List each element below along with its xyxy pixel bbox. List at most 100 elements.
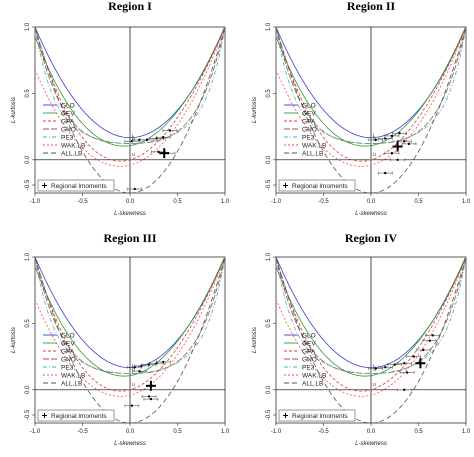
site-point xyxy=(405,371,409,374)
x-tick-label: -0.5 xyxy=(77,199,88,205)
points-legend-label: Regional lmoments xyxy=(51,183,107,190)
legend-label: GLO xyxy=(61,332,75,339)
x-tick-label: 0.5 xyxy=(173,429,182,435)
y-axis-label: L-kurtosis xyxy=(252,97,258,123)
chart-panel-3: Region III LO U -1.0 -0.5 0.0 0.5 1.0 -0.5 0.0 0.5… xyxy=(11,231,230,447)
legend-label: PE3 xyxy=(302,364,315,371)
legend-label: GEV xyxy=(302,110,316,117)
curve-gev xyxy=(35,257,225,377)
plot-area: LO U xyxy=(276,257,466,423)
x-tick-label: 0.0 xyxy=(367,429,376,435)
x-tick-label: 0.5 xyxy=(173,199,182,205)
legend-label: GNO xyxy=(61,126,76,133)
legend-label: GPA xyxy=(61,118,75,125)
x-tick-label: 1.0 xyxy=(462,199,471,205)
site-point xyxy=(398,132,401,135)
x-tick-label: -0.5 xyxy=(318,199,329,205)
chart-panel-1: Region I LOU -1.0 -0.5 0.0 0.5 1.0 -0.5 0.0 0.5 1.… xyxy=(11,0,230,217)
legend-label: WAK.LB xyxy=(61,372,85,379)
site-point xyxy=(147,395,151,398)
site-point xyxy=(155,137,158,140)
site-point xyxy=(396,158,399,161)
legend-label: GLO xyxy=(61,102,75,109)
plot-area: LOU xyxy=(35,27,225,193)
y-tick-label: 0.0 xyxy=(266,155,272,164)
legend-label: ALL.LB xyxy=(61,380,82,387)
legend-label: PE3 xyxy=(61,364,74,371)
y-tick-label: 0.0 xyxy=(25,385,31,394)
legend-label: ALL.LB xyxy=(302,380,323,387)
y-tick-label: 0.0 xyxy=(266,385,272,394)
legend-label: WAK.LB xyxy=(61,142,85,149)
site-point xyxy=(138,370,141,373)
site-point xyxy=(133,366,136,369)
x-tick-label: 0.0 xyxy=(367,199,376,205)
curve-gpa xyxy=(35,27,225,162)
curve-gno xyxy=(276,257,466,374)
y-tick-label: 1.0 xyxy=(25,252,31,261)
special-point-label: L xyxy=(132,133,135,138)
panel-title: Region III xyxy=(103,231,156,245)
legend-label: PE3 xyxy=(302,134,315,141)
site-point xyxy=(384,171,387,175)
chart-panel-2: Region II LOU -1.0 -0.5 0.0 0.5 1.0 -0.5 0.0 0.5 1… xyxy=(252,0,471,217)
special-point-label: U xyxy=(373,382,376,387)
points-legend-label: Regional lmoments xyxy=(51,413,107,420)
y-tick-label: -0.5 xyxy=(266,179,272,190)
site-point xyxy=(390,134,394,138)
legend-label: GPA xyxy=(61,348,75,355)
site-point xyxy=(390,151,394,155)
site-point xyxy=(374,138,377,142)
x-axis-label: L-skewness xyxy=(114,211,146,217)
x-axis-label: L-skewness xyxy=(114,441,146,447)
y-axis-label: L-kurtosis xyxy=(252,327,258,353)
curve-wak-lb xyxy=(35,257,225,397)
x-tick-label: -1.0 xyxy=(271,199,282,205)
site-point xyxy=(403,362,406,365)
curve-gpa xyxy=(35,257,225,392)
special-point-label: O xyxy=(132,367,136,372)
special-point-label: L xyxy=(373,363,376,368)
points-legend-label: Regional lmoments xyxy=(292,183,348,190)
special-point-label: L xyxy=(132,363,135,368)
legend-label: GNO xyxy=(61,356,76,363)
site-point xyxy=(393,363,396,366)
legend-label: WAK.LB xyxy=(302,372,326,379)
site-point xyxy=(407,142,411,146)
y-tick-label: -0.5 xyxy=(266,409,272,420)
special-point-label: O xyxy=(373,367,377,372)
curve-gpa xyxy=(276,257,466,392)
site-point xyxy=(149,397,153,401)
legend-label: WAK.LB xyxy=(302,142,326,149)
legend-label: GNO xyxy=(302,356,317,363)
legend-label: GPA xyxy=(302,118,316,125)
legend-label: PE3 xyxy=(61,134,74,141)
x-tick-label: -0.5 xyxy=(318,429,329,435)
curve-wak-lb xyxy=(276,27,466,167)
site-point xyxy=(133,187,136,191)
site-point xyxy=(422,348,425,352)
site-point xyxy=(384,366,387,369)
chart-panel-4: Region IV LO U -1.0 -0.5 0.0 0.5 1.0 -0.5 0.0 0.5 1… xyxy=(252,231,471,447)
y-tick-label: -0.5 xyxy=(25,179,31,190)
legend-label: GEV xyxy=(61,110,75,117)
curve-wak-lb xyxy=(276,257,466,397)
special-point-label: U xyxy=(132,382,135,387)
x-tick-label: 1.0 xyxy=(221,429,230,435)
curve-gev xyxy=(276,257,466,377)
site-point xyxy=(403,388,406,391)
curve-all-lb xyxy=(35,257,225,423)
x-axis-label: L-skewness xyxy=(355,441,387,447)
site-point xyxy=(162,136,165,139)
site-point xyxy=(168,129,172,132)
legend-label: GEV xyxy=(302,340,316,347)
curve-pe3 xyxy=(276,27,466,144)
x-tick-label: 0.0 xyxy=(126,199,135,205)
legend-label: GPA xyxy=(302,348,316,355)
x-tick-label: 1.0 xyxy=(462,429,471,435)
x-tick-label: 0.0 xyxy=(126,429,135,435)
site-point xyxy=(374,367,377,370)
curve-gno xyxy=(35,27,225,144)
site-point xyxy=(157,150,160,154)
x-tick-label: 1.0 xyxy=(221,199,230,205)
